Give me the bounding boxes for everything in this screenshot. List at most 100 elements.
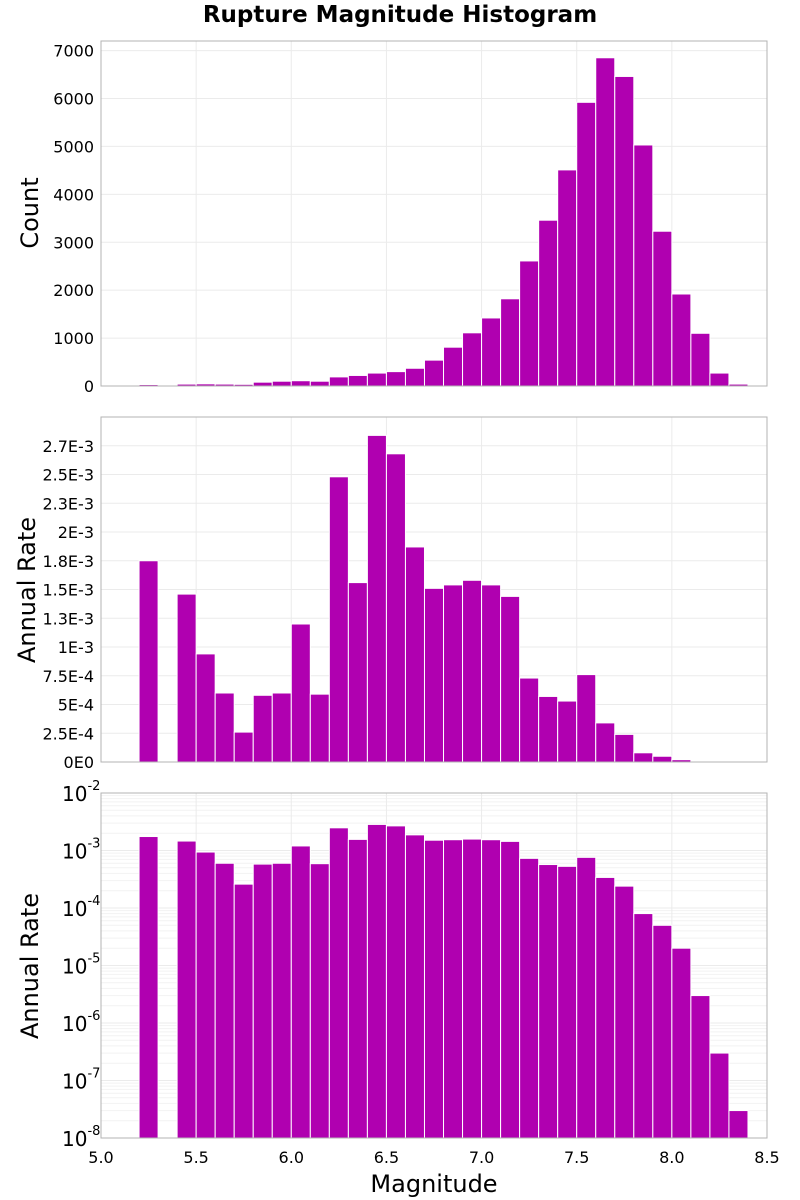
histogram-bar (404, 367, 425, 387)
y-tick-base: 10 (62, 897, 87, 921)
histogram-bar (443, 584, 464, 763)
histogram-bar (138, 560, 159, 763)
histogram-bar (271, 380, 292, 387)
x-tick-label: 8.0 (659, 1148, 684, 1167)
y-tick-label: 10-2 (62, 779, 100, 806)
histogram-bar (481, 317, 502, 387)
y-tick-label: 10-8 (62, 1124, 100, 1151)
histogram-bar (557, 865, 578, 1139)
histogram-bar (633, 913, 654, 1139)
y-tick-label: 1.3E-3 (42, 609, 94, 628)
histogram-bar (500, 298, 521, 387)
y-tick-label: 2.7E-3 (42, 437, 94, 456)
histogram-bar (671, 947, 692, 1139)
histogram-bar (309, 380, 330, 387)
y-tick-exponent: -4 (87, 894, 100, 909)
y-tick-label: 7.5E-4 (42, 667, 94, 686)
histogram-bar (595, 57, 616, 387)
histogram-bar (633, 144, 654, 387)
histogram-bar (595, 876, 616, 1139)
histogram-bar (290, 845, 311, 1139)
y-tick-label: 7000 (53, 42, 94, 61)
histogram-bar (576, 674, 597, 763)
y-tick-base: 10 (62, 955, 87, 979)
histogram-bar (385, 371, 406, 387)
plot-frame (100, 40, 768, 387)
histogram-bar (519, 677, 540, 763)
panel-2: 0E0 2.5E-4 5E-4 7.5E-4 1E-3 1.3E-3 1.5E-3 1.8E-… (13, 416, 768, 772)
histogram-bar (500, 840, 521, 1139)
histogram-bar (500, 595, 521, 763)
histogram-bar (423, 839, 445, 1139)
x-tick-label: 8.5 (754, 1148, 779, 1167)
y-tick-label: 2E-3 (58, 523, 94, 542)
y-tick-exponent: -5 (87, 952, 100, 967)
histogram-bar (652, 924, 673, 1139)
y-axis-label: Count (16, 177, 44, 248)
plot-frame (100, 792, 768, 1139)
x-axis-label: Magnitude (370, 1170, 497, 1198)
histogram-bar (557, 169, 578, 387)
y-tick-label: 2.5E-4 (42, 724, 94, 743)
histogram-bar (404, 546, 425, 763)
y-tick-exponent: -6 (87, 1009, 100, 1024)
histogram-bar (481, 584, 502, 763)
y-tick-label: 10-6 (62, 1009, 100, 1036)
histogram-bar (462, 838, 483, 1139)
x-tick-label: 7.0 (469, 1148, 494, 1167)
histogram-bar (595, 722, 616, 763)
y-tick-label: 1.8E-3 (42, 552, 94, 571)
histogram-bar (176, 840, 197, 1139)
histogram-bar (271, 692, 292, 763)
y-tick-label: 0E0 (64, 753, 94, 772)
histogram-bar (538, 695, 559, 763)
histogram-bar (538, 219, 559, 387)
y-tick-label: 1.5E-3 (42, 581, 94, 600)
histogram-bar (671, 293, 692, 387)
y-tick-base: 10 (62, 1012, 87, 1036)
y-tick-label: 10-7 (62, 1067, 100, 1094)
histogram-bar (538, 864, 559, 1139)
histogram-bar (252, 381, 273, 387)
histogram-bar (347, 374, 368, 387)
y-tick-base: 10 (62, 1070, 87, 1094)
histogram-bar (462, 579, 483, 763)
histogram-bar (290, 623, 311, 763)
histogram-bar (214, 862, 235, 1139)
y-tick-label: 2.3E-3 (42, 494, 94, 513)
y-tick-label: 2000 (53, 281, 94, 300)
histogram-bar (385, 453, 406, 763)
histogram-bar (690, 995, 711, 1139)
histogram-bar (233, 731, 254, 763)
x-tick-label: 5.0 (88, 1148, 113, 1167)
histogram-bar (252, 863, 273, 1139)
y-tick-base: 10 (62, 840, 87, 864)
histogram-bar (481, 839, 502, 1139)
histogram-bar (614, 885, 635, 1139)
histogram-bar (328, 827, 349, 1139)
histogram-bar (252, 694, 273, 763)
y-axis-label: Annual Rate (13, 517, 41, 663)
histogram-bar (519, 857, 540, 1139)
histogram-bar (290, 380, 311, 387)
x-tick-label: 5.5 (183, 1148, 208, 1167)
y-tick-exponent: -7 (87, 1067, 100, 1082)
y-tick-label: 6000 (53, 90, 94, 109)
histogram-bar (176, 593, 197, 763)
chart-title: Rupture Magnitude Histogram (202, 2, 598, 28)
histogram-bar (709, 372, 730, 387)
histogram-bar (614, 733, 635, 763)
y-tick-label: 10-4 (62, 894, 100, 921)
x-tick-label: 6.0 (279, 1148, 304, 1167)
y-tick-exponent: -8 (87, 1124, 100, 1139)
y-tick-label: 10-3 (62, 837, 100, 864)
histogram-bar (728, 1110, 749, 1139)
histogram-bar (443, 839, 464, 1139)
histogram-bar (690, 332, 711, 387)
histogram-bar (576, 101, 597, 387)
histogram-bar (423, 587, 445, 763)
histogram-bar (309, 863, 330, 1139)
histogram-bar (366, 372, 387, 387)
